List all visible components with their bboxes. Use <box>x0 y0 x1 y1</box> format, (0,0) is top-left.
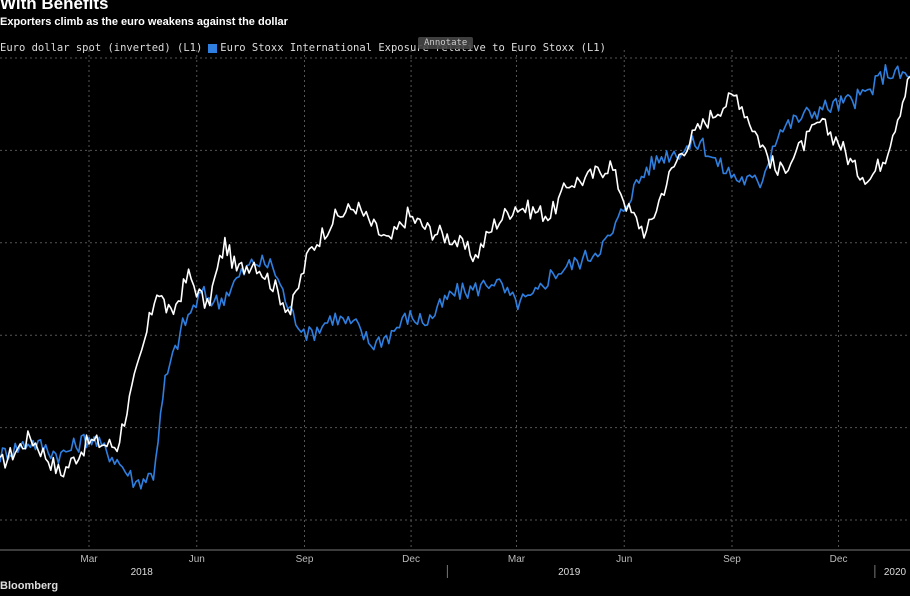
series-lines <box>0 64 910 490</box>
x-tick-label: Sep <box>296 554 314 565</box>
source-footnote: Bloomberg <box>0 580 59 592</box>
legend-swatch-blue <box>208 43 218 53</box>
x-axis: Mar Jun Sep Dec Mar Jun Sep Dec 2018 2019 2020 <box>0 549 910 578</box>
x-tick-label: Jun <box>189 554 205 565</box>
x-tick-label: Dec <box>830 554 848 565</box>
legend-item-eurusd[interactable]: Euro dollar spot (inverted) (L1) <box>0 42 202 54</box>
x-tick-label: Dec <box>402 554 420 565</box>
legend: Euro dollar spot (inverted) (L1) Euro St… <box>0 40 612 56</box>
chart-title: With Benefits <box>0 0 109 13</box>
series-line-eurusd <box>0 75 910 478</box>
x-tick-label: Sep <box>723 554 741 565</box>
year-label: 2020 <box>884 567 907 578</box>
legend-label-stoxx: Euro Stoxx International Exposure relati… <box>220 42 606 54</box>
legend-item-stoxx[interactable]: Euro Stoxx International Exposure relati… <box>208 42 606 54</box>
annotate-button[interactable]: Annotate <box>418 37 474 49</box>
x-tick-label: Jun <box>616 554 632 565</box>
chart-subtitle: Exporters climb as the euro weakens agai… <box>0 16 288 28</box>
x-tick-label: Mar <box>80 554 98 565</box>
year-label: 2018 <box>131 567 154 578</box>
x-tick-label: Mar <box>508 554 526 565</box>
year-label: 2019 <box>558 567 581 578</box>
legend-label-eurusd: Euro dollar spot (inverted) (L1) <box>0 42 203 54</box>
gridlines <box>0 50 910 550</box>
series-line-stoxx <box>0 64 910 490</box>
